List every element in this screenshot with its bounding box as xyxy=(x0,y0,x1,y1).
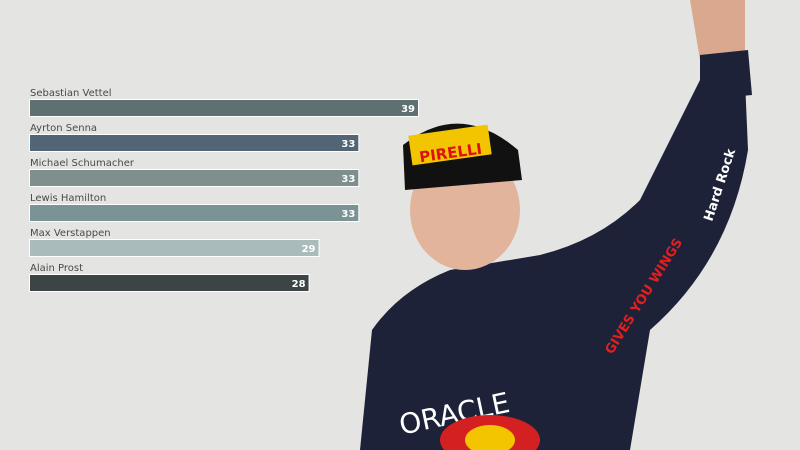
category-label: Sebastian Vettel xyxy=(30,88,112,99)
value-label: 29 xyxy=(302,244,316,255)
category-label: Alain Prost xyxy=(30,263,83,274)
value-label: 33 xyxy=(341,209,355,220)
category-label: Max Verstappen xyxy=(30,228,111,239)
value-label: 39 xyxy=(401,104,415,115)
bar xyxy=(30,240,319,256)
value-label: 33 xyxy=(341,139,355,150)
value-label: 28 xyxy=(292,279,306,290)
category-label: Lewis Hamilton xyxy=(30,193,106,204)
category-label: Michael Schumacher xyxy=(30,158,135,169)
bar xyxy=(30,170,359,186)
bar xyxy=(30,135,359,151)
value-label: 33 xyxy=(341,174,355,185)
bar xyxy=(30,100,418,116)
bar xyxy=(30,275,309,291)
driver-figure: PIRELLI ORACLE GIVES YOU WINGS Hard Rock xyxy=(360,0,752,450)
category-label: Ayrton Senna xyxy=(30,123,97,134)
bar xyxy=(30,205,359,221)
